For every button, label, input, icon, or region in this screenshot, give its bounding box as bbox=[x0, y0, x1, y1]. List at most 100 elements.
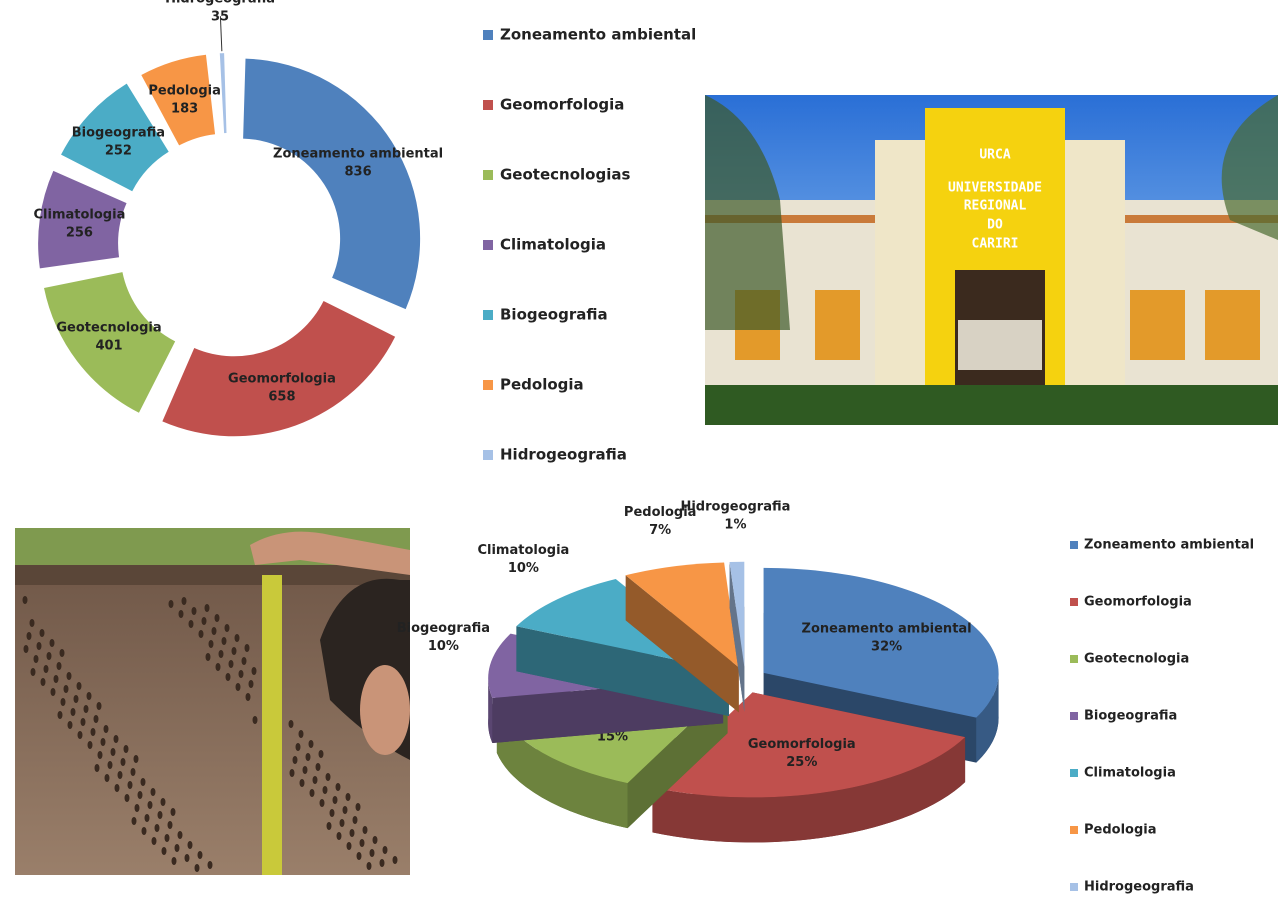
soil-pore bbox=[330, 809, 335, 817]
soil-pore bbox=[357, 852, 362, 860]
soil-pore bbox=[249, 680, 254, 688]
soil-pore bbox=[145, 814, 150, 822]
soil-pore bbox=[111, 748, 116, 756]
sign-text: UNIVERSIDADE bbox=[948, 181, 1042, 196]
legend-label: Zoneamento ambiental bbox=[500, 26, 696, 44]
soil-pore bbox=[31, 668, 36, 676]
legend-swatch bbox=[1070, 769, 1078, 777]
soil-pore bbox=[208, 861, 213, 869]
soil-pore bbox=[91, 728, 96, 736]
soil-pore bbox=[44, 665, 49, 673]
soil-pore bbox=[242, 657, 247, 665]
soil-pore bbox=[206, 653, 211, 661]
legend-label: Pedologia bbox=[500, 376, 584, 394]
data-label-name: Biogeografia bbox=[72, 125, 165, 140]
soil-pore bbox=[222, 637, 227, 645]
soil-pore bbox=[61, 698, 66, 706]
data-label-value: 183 bbox=[171, 101, 198, 116]
soil-pore bbox=[50, 639, 55, 647]
soil-pore bbox=[323, 786, 328, 794]
soil-pore bbox=[121, 758, 126, 766]
soil-pore bbox=[108, 761, 113, 769]
data-label-name: Biogeografia bbox=[397, 621, 490, 636]
legend-swatch bbox=[483, 100, 493, 110]
soil-pore bbox=[161, 798, 166, 806]
legend-swatch bbox=[1070, 598, 1078, 606]
soil-pore bbox=[51, 688, 56, 696]
soil-pore bbox=[320, 799, 325, 807]
page: URCAUNIVERSIDADEREGIONALDOCARIRI Zoneame… bbox=[0, 0, 1278, 896]
legend-label: Biogeografia bbox=[500, 306, 608, 324]
soil-pore bbox=[340, 819, 345, 827]
soil-pore bbox=[128, 781, 133, 789]
soil-pore bbox=[175, 844, 180, 852]
soil-pore bbox=[34, 655, 39, 663]
soil-pore bbox=[101, 738, 106, 746]
soil-pore bbox=[313, 776, 318, 784]
soil-pore bbox=[360, 839, 365, 847]
data-label-name: Zoneamento ambiental bbox=[273, 147, 443, 162]
data-label-value: 1% bbox=[724, 517, 746, 532]
soil-pore bbox=[367, 862, 372, 870]
soil-pore bbox=[88, 741, 93, 749]
soil-pore bbox=[94, 715, 99, 723]
soil-pore bbox=[225, 624, 230, 632]
soil-pore bbox=[316, 763, 321, 771]
soil-pore bbox=[380, 859, 385, 867]
soil-pore bbox=[293, 756, 298, 764]
soil-pore bbox=[216, 663, 221, 671]
soil-pore bbox=[337, 832, 342, 840]
soil-pore bbox=[84, 705, 89, 713]
legend-label: Pedologia bbox=[1084, 823, 1157, 838]
soil-pore bbox=[162, 847, 167, 855]
legend-swatch bbox=[1070, 712, 1078, 720]
data-label-value: 35 bbox=[211, 10, 229, 25]
data-label-value: 25% bbox=[786, 755, 817, 770]
data-label-value: 658 bbox=[268, 389, 295, 404]
soil-pore bbox=[205, 604, 210, 612]
soil-pore bbox=[310, 789, 315, 797]
soil-pore bbox=[60, 649, 65, 657]
legend-label: Hidrogeografia bbox=[1084, 880, 1194, 895]
soil-pore bbox=[300, 779, 305, 787]
soil-pore bbox=[87, 692, 92, 700]
soil-pore bbox=[303, 766, 308, 774]
legend-label: Hidrogeografia bbox=[500, 446, 627, 464]
sign-text: CARIRI bbox=[972, 237, 1019, 252]
soil-pore bbox=[188, 841, 193, 849]
legend-label: Geomorfologia bbox=[500, 96, 624, 114]
data-label-value: 256 bbox=[66, 226, 93, 241]
soil-pore bbox=[182, 597, 187, 605]
legend-swatch bbox=[483, 450, 493, 460]
soil-pore bbox=[327, 822, 332, 830]
soil-pore bbox=[189, 620, 194, 628]
data-label-name: Hidrogeografia bbox=[680, 499, 790, 514]
soil-pore bbox=[383, 846, 388, 854]
legend-label: Biogeografia bbox=[1084, 709, 1177, 724]
soil-pore bbox=[151, 788, 156, 796]
soil-pore bbox=[172, 857, 177, 865]
legend-swatch bbox=[483, 380, 493, 390]
legend-swatch bbox=[1070, 655, 1078, 663]
sign-text: REGIONAL bbox=[964, 199, 1027, 214]
soil-pore bbox=[134, 755, 139, 763]
soil-pore bbox=[235, 634, 240, 642]
soil-pore bbox=[289, 720, 294, 728]
legend-swatch bbox=[483, 310, 493, 320]
soil-pore bbox=[104, 725, 109, 733]
data-label-name: Climatologia bbox=[477, 543, 569, 558]
soil-pore bbox=[169, 600, 174, 608]
data-label-value: 32% bbox=[871, 640, 902, 655]
soil-pore bbox=[71, 708, 76, 716]
soil-pore bbox=[118, 771, 123, 779]
data-label-name: Geomorfologia bbox=[748, 737, 856, 752]
data-label-value: 10% bbox=[508, 561, 539, 576]
soil-pore bbox=[363, 826, 368, 834]
data-label-name: Hidrogeografia bbox=[165, 0, 275, 7]
soil-pore bbox=[343, 806, 348, 814]
soil-pore bbox=[141, 778, 146, 786]
soil-pore bbox=[68, 721, 73, 729]
soil-pore bbox=[57, 662, 62, 670]
soil-pore bbox=[74, 695, 79, 703]
